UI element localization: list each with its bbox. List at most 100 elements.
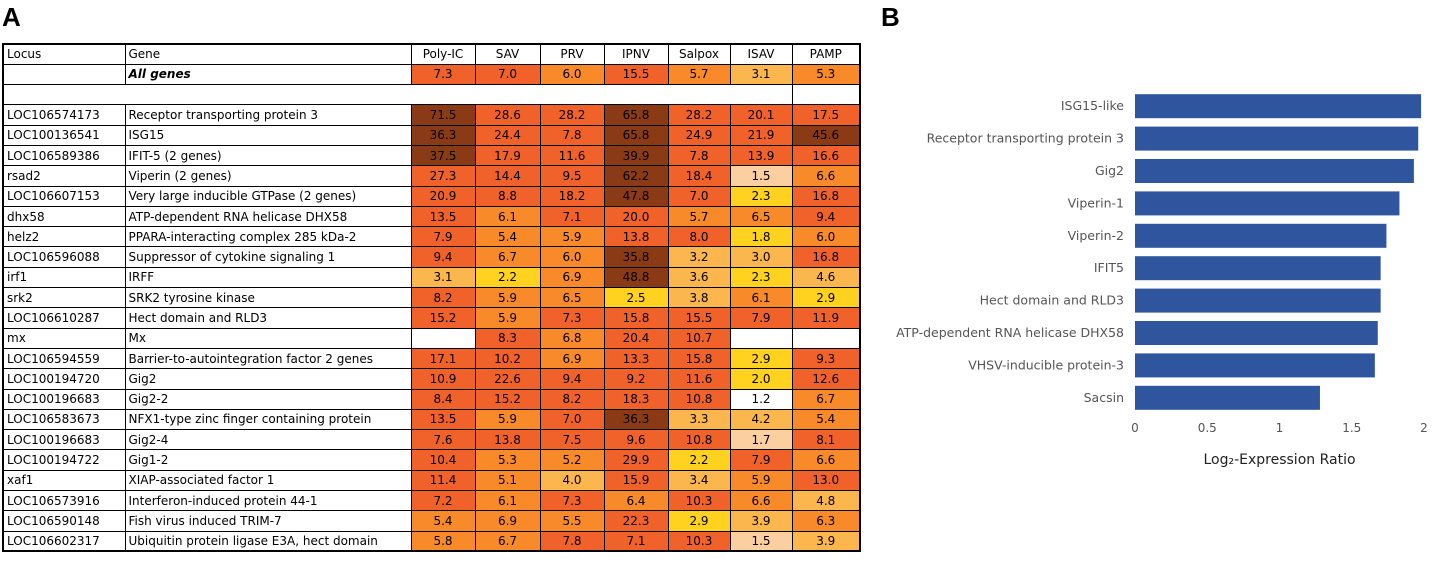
- gene-cell: IRFF: [124, 266, 412, 289]
- table-row: LOC100194722 Gig1-2 10.4 5.3 5.2 29.9 2.2 7.9 6.…: [2, 449, 861, 471]
- gene-cell: ISG15: [124, 124, 412, 146]
- column-header: PRV: [539, 43, 605, 65]
- value-cell: 8.8: [474, 185, 541, 207]
- value-cell: 15.8: [603, 307, 669, 329]
- panel-a-label: A: [2, 2, 21, 32]
- locus-cell: LOC100136541: [2, 124, 126, 146]
- value-cell: 5.4: [474, 226, 541, 248]
- value-cell: 5.9: [474, 287, 541, 309]
- bar: [1135, 94, 1422, 119]
- value-cell: 3.4: [667, 469, 731, 492]
- value-cell: 12.6: [791, 368, 861, 390]
- value-cell: 1.7: [729, 429, 793, 451]
- table-row: helz2 PPARA-interacting complex 285 kDa-2…: [2, 226, 861, 248]
- locus-cell: rsad2: [2, 165, 126, 187]
- gene-cell: Gig2-4: [124, 429, 412, 451]
- value-cell: 71.5: [410, 104, 476, 126]
- x-tick-label: 1.5: [1342, 421, 1361, 435]
- value-cell: 6.4: [603, 490, 669, 512]
- gene-cell: Gig2-2: [124, 388, 412, 410]
- locus-cell: srk2: [2, 287, 126, 309]
- value-cell: 9.5: [539, 165, 605, 187]
- value-cell: 62.2: [603, 165, 669, 187]
- locus-cell: LOC106596088: [2, 246, 126, 268]
- value-cell: 9.3: [791, 347, 861, 370]
- value-cell: 7.9: [729, 307, 793, 329]
- value-cell: 9.4: [791, 205, 861, 228]
- value-cell: 3.2: [667, 246, 731, 268]
- gene-cell: Interferon-induced protein 44-1: [124, 490, 412, 512]
- value-cell: 5.5: [539, 510, 605, 532]
- expression-ratio-bar-chart: ISG15-like Receptor transporting protein …: [896, 94, 1428, 468]
- value-cell: 6.1: [729, 287, 793, 309]
- category-label: VHSV-inducible protein-3: [968, 357, 1124, 372]
- value-cell: 7.1: [603, 530, 669, 552]
- value-cell: 6.1: [474, 205, 541, 228]
- value-cell: 16.8: [791, 246, 861, 268]
- gene-cell: All genes: [124, 63, 412, 86]
- table-row: LOC106594559 Barrier-to-autointegration f…: [2, 347, 861, 370]
- value-cell: 6.0: [539, 63, 605, 86]
- value-cell: 24.9: [667, 124, 731, 146]
- value-cell: 13.9: [729, 144, 793, 167]
- column-header: PAMP: [791, 43, 861, 65]
- value-cell: 8.0: [667, 226, 731, 248]
- value-cell: 27.3: [410, 165, 476, 187]
- value-cell: 6.1: [474, 490, 541, 512]
- value-cell: 10.2: [474, 347, 541, 370]
- value-cell: 5.9: [539, 226, 605, 248]
- value-cell: 2.9: [729, 347, 793, 370]
- value-cell: 5.7: [667, 63, 731, 86]
- locus-cell: LOC100194722: [2, 449, 126, 471]
- locus-cell: LOC106574173: [2, 104, 126, 126]
- bar: [1135, 256, 1381, 281]
- category-label: ISG15-like: [1061, 98, 1124, 113]
- bar: [1135, 159, 1414, 183]
- value-cell: 6.0: [539, 246, 605, 268]
- value-cell: 6.0: [791, 226, 861, 248]
- value-cell: 28.6: [474, 104, 541, 126]
- value-cell: 4.8: [791, 490, 861, 512]
- value-cell: 2.2: [667, 449, 731, 471]
- x-tick-label: 1: [1276, 421, 1284, 435]
- locus-cell: LOC106602317: [2, 530, 126, 552]
- gene-cell: Suppressor of cytokine signaling 1: [124, 246, 412, 268]
- value-cell: 3.8: [667, 287, 731, 309]
- value-cell: 18.2: [539, 185, 605, 207]
- value-cell: 29.9: [603, 449, 669, 471]
- locus-cell: helz2: [2, 226, 126, 248]
- value-cell: 65.8: [603, 104, 669, 126]
- column-header: SAV: [474, 43, 541, 65]
- bar: [1135, 385, 1320, 410]
- value-cell: 7.3: [410, 63, 476, 86]
- bar: [1135, 321, 1378, 345]
- column-header: Poly-IC: [410, 43, 476, 65]
- value-cell: 2.9: [791, 287, 861, 309]
- value-cell: 6.7: [791, 388, 861, 410]
- value-cell: 7.0: [667, 185, 731, 207]
- value-cell: 15.2: [474, 388, 541, 410]
- table-row: LOC106574173 Receptor transporting protei…: [2, 104, 861, 126]
- value-cell: 10.8: [667, 388, 731, 410]
- value-cell: 5.3: [474, 449, 541, 471]
- category-label: Gig2: [1095, 163, 1124, 178]
- value-cell: 7.9: [729, 449, 793, 471]
- locus-cell: dhx58: [2, 205, 126, 228]
- value-cell: 6.7: [474, 530, 541, 552]
- column-header: IPNV: [603, 43, 669, 65]
- table-row: mx Mx 8.3 6.8 20.4 10.7: [2, 327, 861, 349]
- table-row: LOC106590148 Fish virus induced TRIM-7 5.4…: [2, 510, 861, 532]
- value-cell: 3.9: [729, 510, 793, 532]
- value-cell: 65.8: [603, 124, 669, 146]
- locus-cell: LOC106610287: [2, 307, 126, 329]
- table-row: LOC106607153 Very large inducible GTPase …: [2, 185, 861, 207]
- value-cell: 13.0: [791, 469, 861, 492]
- locus-cell: LOC106589386: [2, 144, 126, 167]
- value-cell: 6.5: [539, 287, 605, 309]
- value-cell: [729, 327, 793, 349]
- value-cell: 5.8: [410, 530, 476, 552]
- bar: [1135, 191, 1400, 216]
- table-row: LOC106596088 Suppressor of cytokine signa…: [2, 246, 861, 268]
- value-cell: 6.6: [729, 490, 793, 512]
- bar: [1135, 223, 1387, 248]
